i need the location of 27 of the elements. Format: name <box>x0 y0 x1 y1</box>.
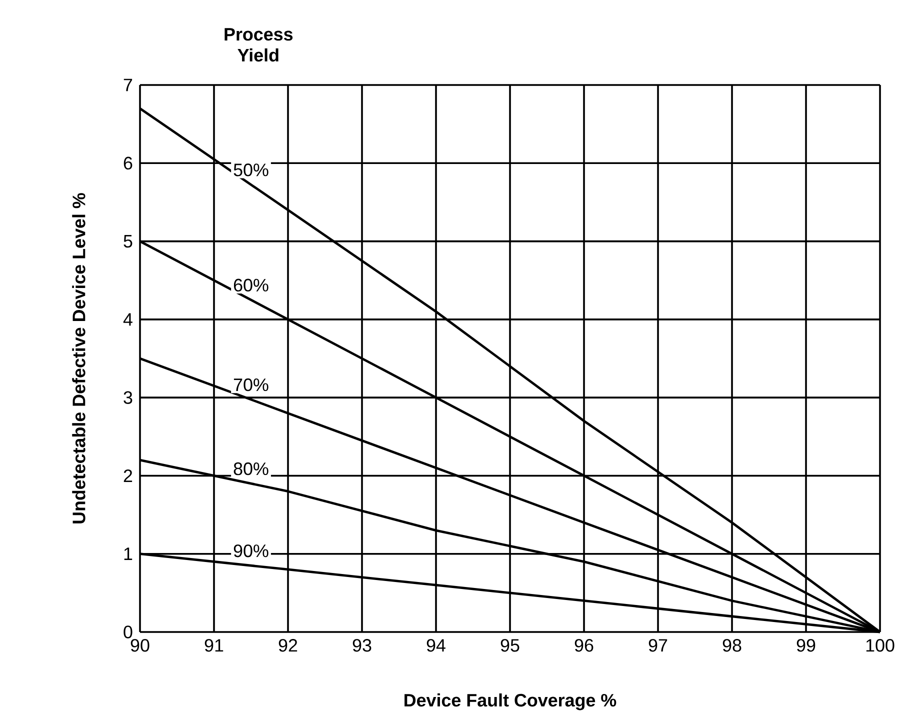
x-tick-label: 93 <box>352 639 372 652</box>
series-label: 70% <box>234 378 268 392</box>
x-tick-label: 98 <box>722 639 742 652</box>
y-tick-label: 0 <box>124 626 132 638</box>
y-axis-title: Undetectable Defective Device Level % <box>72 193 86 524</box>
y-tick-label: 6 <box>124 156 132 170</box>
x-tick-label: 96 <box>574 639 594 652</box>
series-label: 50% <box>234 164 268 176</box>
x-tick-label: 100 <box>866 639 894 652</box>
x-tick-label: 99 <box>796 639 816 652</box>
series-label: 90% <box>234 544 268 558</box>
y-tick-label: 2 <box>124 469 132 482</box>
x-tick-label: 97 <box>648 639 668 652</box>
series-label: 80% <box>234 462 268 476</box>
x-tick-label: 92 <box>278 639 298 652</box>
y-tick-label: 5 <box>124 235 132 248</box>
x-axis-title: Device Fault Coverage % <box>404 693 616 710</box>
x-tick-label: 95 <box>500 639 520 652</box>
x-tick-label: 91 <box>204 639 224 652</box>
y-tick-label: 7 <box>124 78 132 92</box>
series-label: 60% <box>234 278 268 292</box>
y-tick-label: 1 <box>124 548 132 560</box>
chart-title: Process Yield <box>224 28 293 62</box>
x-tick-label: 90 <box>130 639 150 652</box>
y-tick-label: 4 <box>123 313 132 326</box>
x-tick-label: 94 <box>426 639 446 652</box>
y-tick-label: 3 <box>124 391 132 404</box>
